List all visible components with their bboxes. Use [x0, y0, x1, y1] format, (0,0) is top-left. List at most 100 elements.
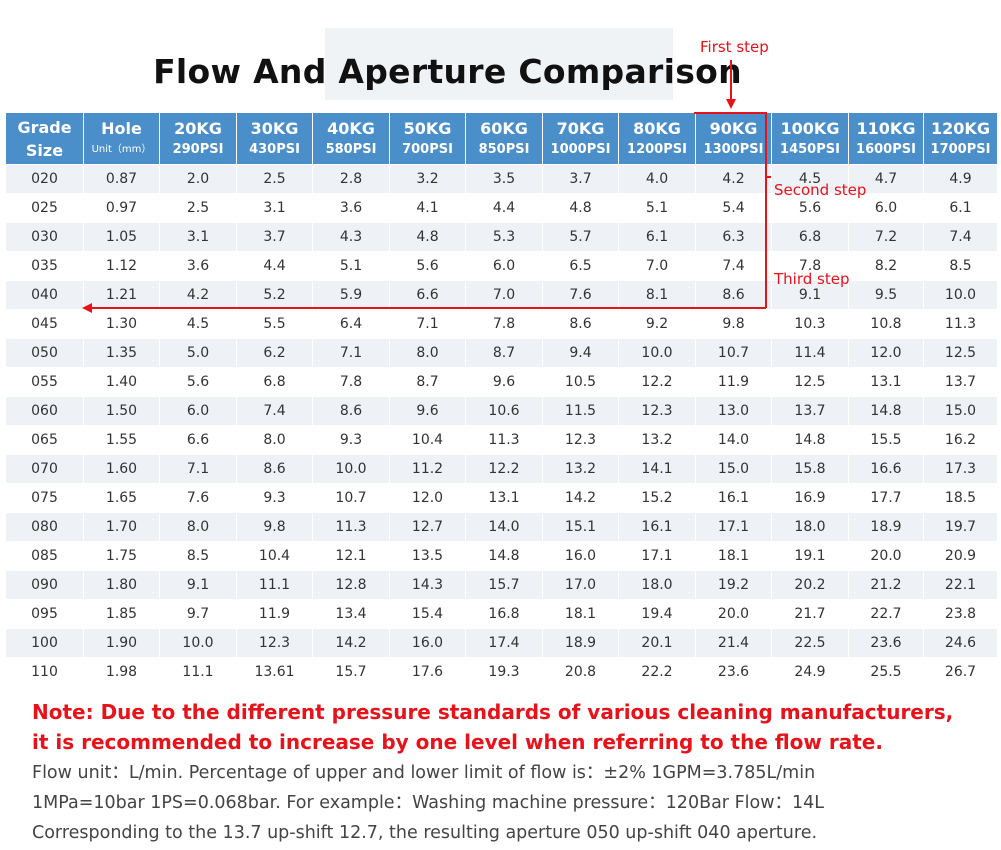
- flow-cell: 6.0: [848, 193, 924, 223]
- flow-cell: 9.5: [848, 280, 924, 310]
- column-header-line-1: 110KG: [856, 118, 916, 138]
- flow-cell: 3.7: [542, 164, 619, 194]
- column-header-line-1: Grade: [17, 117, 72, 137]
- column-header: 80KG 1200PSI: [618, 112, 696, 165]
- flow-cell: 3.2: [389, 164, 466, 194]
- flow-cell: 21.4: [695, 628, 772, 658]
- table-row: 035 1.12 3.6 4.4 5.1 5.6 6.0 6.5 7.0 7.4 7.8 8.2 8.5: [5, 251, 998, 281]
- flow-cell: 12.2: [465, 454, 543, 484]
- flow-cell: 8.0: [236, 425, 313, 455]
- column-header-line-2: 1600PSI: [856, 141, 916, 157]
- flow-cell: 18.0: [771, 512, 849, 542]
- column-header: 70KG 1000PSI: [542, 112, 619, 165]
- flow-cell: 15.7: [312, 657, 390, 687]
- grade-size-cell: 035: [5, 251, 84, 281]
- flow-cell: 10.4: [236, 541, 313, 571]
- flow-cell: 6.8: [771, 222, 849, 252]
- flow-cell: 25.5: [848, 657, 924, 687]
- flow-cell: 12.2: [618, 367, 696, 397]
- flow-cell: 6.0: [159, 396, 237, 426]
- hole-cell: 1.85: [83, 599, 160, 629]
- flow-cell: 10.0: [159, 628, 237, 658]
- flow-cell: 9.7: [159, 599, 237, 629]
- flow-cell: 7.8: [312, 367, 390, 397]
- flow-cell: 4.2: [159, 280, 237, 310]
- flow-cell: 17.6: [389, 657, 466, 687]
- flow-cell: 5.1: [312, 251, 390, 281]
- flow-cell: 8.6: [312, 396, 390, 426]
- note-line-1: Note: Due to the different pressure stan…: [32, 700, 954, 724]
- flow-cell: 11.3: [923, 309, 998, 339]
- column-header-line-2: 1700PSI: [930, 141, 991, 157]
- flow-cell: 16.1: [618, 512, 696, 542]
- column-header-line-2: 430PSI: [249, 141, 300, 157]
- flow-cell: 15.2: [618, 483, 696, 513]
- flow-cell: 9.1: [159, 570, 237, 600]
- grade-size-cell: 070: [5, 454, 84, 484]
- flow-cell: 4.7: [848, 164, 924, 194]
- column-header-line-1: 80KG: [633, 118, 681, 138]
- flow-cell: 16.9: [771, 483, 849, 513]
- flow-cell: 15.5: [848, 425, 924, 455]
- flow-cell: 16.8: [465, 599, 543, 629]
- grade-size-cell: 020: [5, 164, 84, 194]
- grade-size-cell: 055: [5, 367, 84, 397]
- flow-cell: 7.6: [159, 483, 237, 513]
- table-row: 090 1.80 9.1 11.1 12.8 14.3 15.7 17.0 18.0 19.2 20…: [5, 570, 998, 600]
- flow-cell: 15.8: [771, 454, 849, 484]
- flow-cell: 5.0: [159, 338, 237, 368]
- flow-cell: 5.2: [236, 280, 313, 310]
- flow-cell: 11.1: [236, 570, 313, 600]
- flow-cell: 17.4: [465, 628, 543, 658]
- flow-cell: 4.9: [923, 164, 998, 194]
- flow-cell: 19.4: [618, 599, 696, 629]
- hole-cell: 1.50: [83, 396, 160, 426]
- flow-cell: 13.2: [618, 425, 696, 455]
- flow-cell: 13.61: [236, 657, 313, 687]
- grade-size-cell: 095: [5, 599, 84, 629]
- flow-cell: 19.3: [465, 657, 543, 687]
- flow-cell: 11.5: [542, 396, 619, 426]
- flow-cell: 12.7: [389, 512, 466, 542]
- note-line-2: it is recommended to increase by one lev…: [32, 730, 883, 754]
- info-line-3: Corresponding to the 13.7 up-shift 12.7,…: [32, 823, 818, 843]
- flow-cell: 22.7: [848, 599, 924, 629]
- flow-cell: 10.0: [923, 280, 998, 310]
- flow-cell: 18.5: [923, 483, 998, 513]
- note-text: Note: Due to the different pressure stan…: [32, 697, 992, 757]
- flow-cell: 6.3: [695, 222, 772, 252]
- flow-cell: 7.8: [465, 309, 543, 339]
- flow-cell: 7.0: [465, 280, 543, 310]
- flow-cell: 9.4: [542, 338, 619, 368]
- flow-cell: 14.8: [465, 541, 543, 571]
- flow-cell: 12.5: [771, 367, 849, 397]
- flow-cell: 3.6: [312, 193, 390, 223]
- column-header-line-1: 90KG: [709, 118, 758, 138]
- grade-size-cell: 040: [5, 280, 84, 310]
- flow-cell: 6.0: [465, 251, 543, 281]
- flow-cell: 12.3: [618, 396, 696, 426]
- table-row: 100 1.90 10.0 12.3 14.2 16.0 17.4 18.9 20.1 21.4 2…: [5, 628, 998, 658]
- flow-cell: 12.8: [312, 570, 390, 600]
- column-header-line-2: 1300PSI: [703, 141, 764, 157]
- column-header-line-1: 100KG: [780, 118, 840, 138]
- column-header-line-2: 700PSI: [402, 141, 453, 157]
- hole-cell: 1.70: [83, 512, 160, 542]
- flow-cell: 13.1: [848, 367, 924, 397]
- flow-cell: 12.3: [236, 628, 313, 658]
- flow-cell: 13.4: [312, 599, 390, 629]
- column-header-line-2: 1200PSI: [627, 141, 687, 157]
- flow-cell: 11.2: [389, 454, 466, 484]
- flow-cell: 24.6: [923, 628, 998, 658]
- flow-cell: 7.6: [542, 280, 619, 310]
- flow-cell: 14.3: [389, 570, 466, 600]
- hole-cell: 1.40: [83, 367, 160, 397]
- hole-cell: 1.21: [83, 280, 160, 310]
- flow-cell: 6.8: [236, 367, 313, 397]
- flow-cell: 12.5: [923, 338, 998, 368]
- flow-cell: 13.2: [542, 454, 619, 484]
- flow-cell: 16.0: [389, 628, 466, 658]
- flow-cell: 13.0: [695, 396, 772, 426]
- flow-cell: 14.8: [771, 425, 849, 455]
- flow-cell: 17.3: [923, 454, 998, 484]
